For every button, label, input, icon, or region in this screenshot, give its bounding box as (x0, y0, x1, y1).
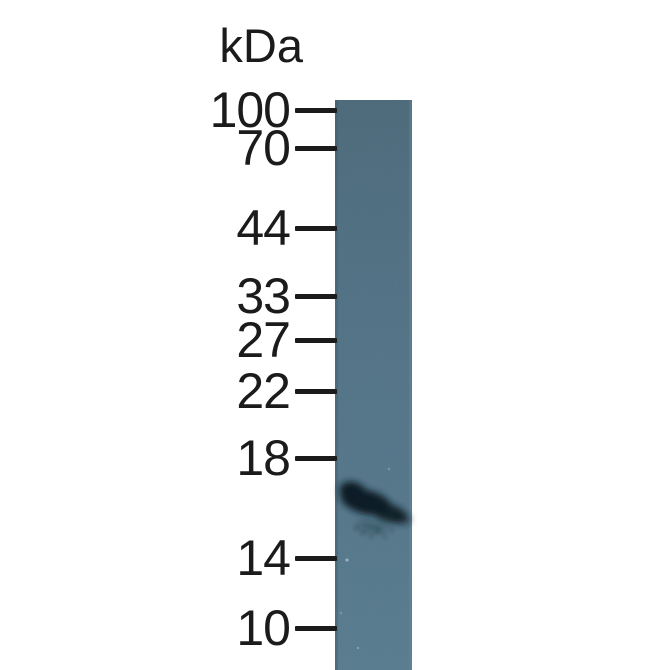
marker-tick (295, 455, 337, 461)
marker-label: 44 (236, 200, 291, 256)
marker-tick (295, 145, 337, 151)
membrane-specks (339, 467, 391, 650)
marker-label: 10 (236, 600, 291, 656)
marker-tick (295, 225, 337, 231)
lane (335, 100, 412, 670)
marker-row-44: 44 (60, 200, 337, 256)
marker-tick (295, 388, 337, 394)
marker-row-10: 10 (60, 600, 337, 656)
marker-label: 14 (236, 530, 291, 586)
marker-row-27: 27 (60, 312, 337, 368)
marker-label: 18 (236, 430, 291, 486)
marker-tick (295, 555, 337, 561)
marker-tick (295, 337, 337, 343)
marker-label: 22 (236, 363, 291, 419)
marker-row-100: 100 (60, 82, 337, 138)
marker-row-22: 22 (60, 363, 337, 419)
kda-unit-label: kDa (219, 19, 303, 72)
marker-label: 100 (209, 82, 291, 138)
marker-tick (295, 293, 337, 299)
marker-tick (295, 107, 337, 113)
marker-tick (295, 625, 337, 631)
marker-row-14: 14 (60, 530, 337, 586)
marker-row-18: 18 (60, 430, 337, 486)
marker-label: 70 (236, 120, 291, 176)
marker-row-33: 33 (60, 268, 337, 324)
protein-band (339, 481, 411, 533)
marker-label: 33 (236, 268, 291, 324)
band-speckles (354, 526, 394, 539)
marker-row-70: 70 (60, 120, 337, 176)
marker-label: 27 (236, 312, 291, 368)
